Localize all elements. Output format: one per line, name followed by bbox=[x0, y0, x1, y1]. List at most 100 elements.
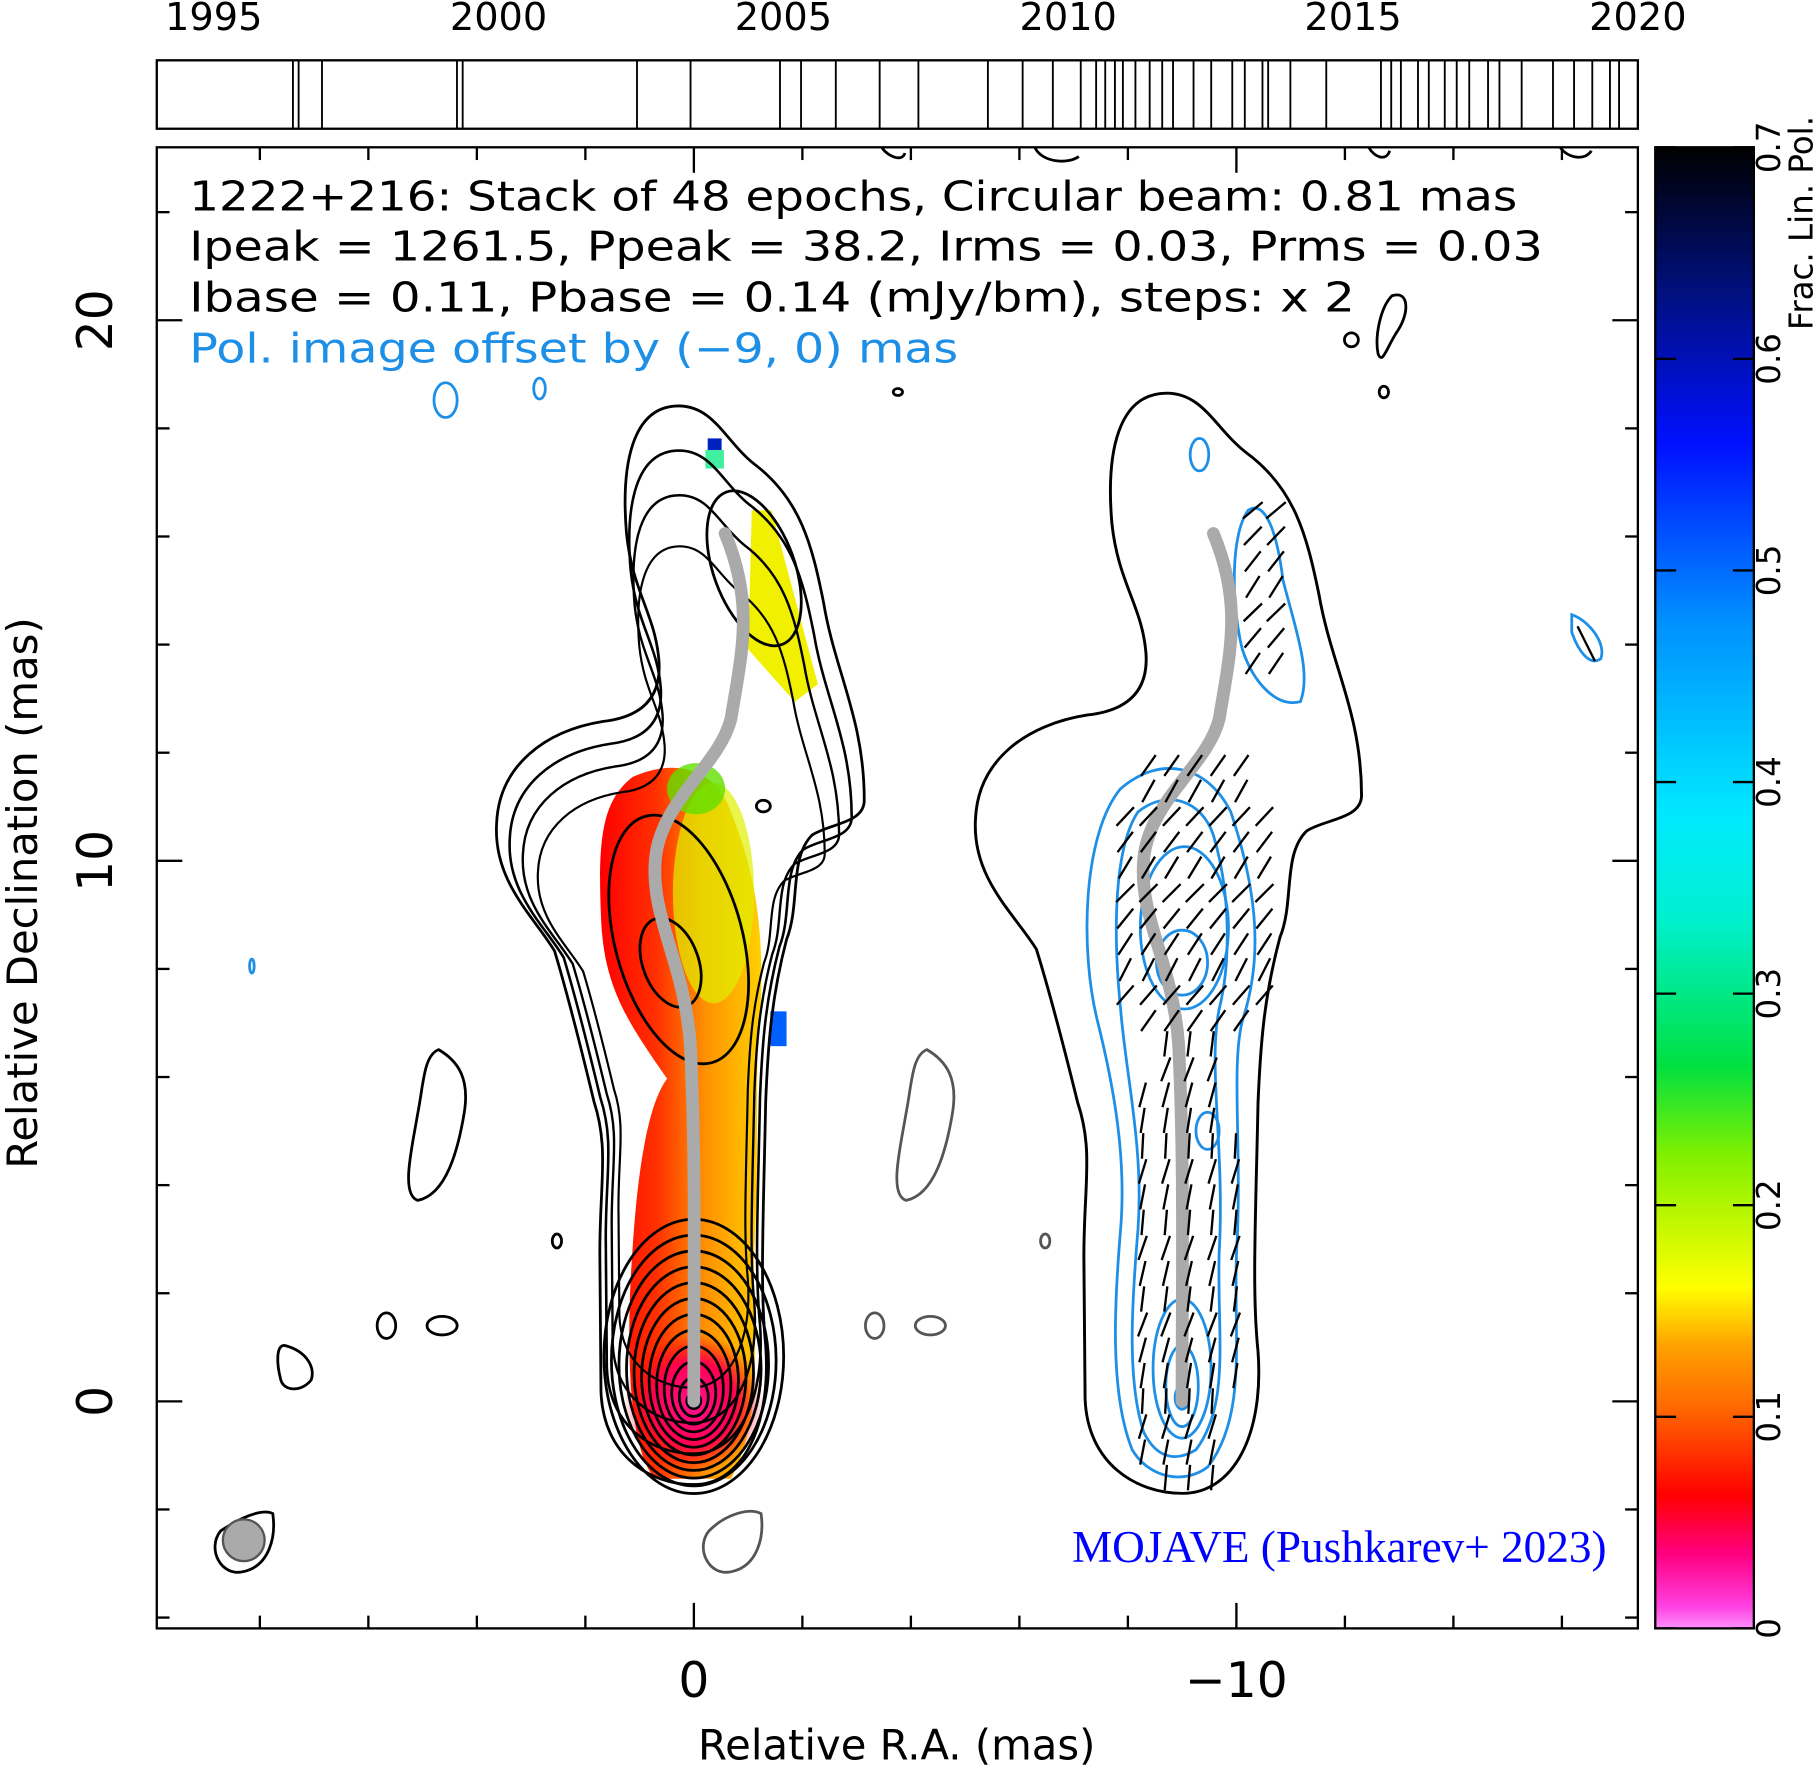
evpa-stick bbox=[1187, 779, 1203, 803]
evpa-stick bbox=[1116, 907, 1135, 930]
evpa-stick bbox=[1186, 1209, 1192, 1236]
colorbar-label: Frac. Lin. Pol. bbox=[1783, 116, 1819, 330]
evpa-stick bbox=[1255, 831, 1274, 853]
evpa-stick bbox=[1245, 575, 1261, 599]
colorbar-tick-label: 0.2 bbox=[1750, 1179, 1788, 1231]
evpa-stick bbox=[1186, 1286, 1192, 1312]
evpa-stick bbox=[1139, 831, 1158, 853]
evpa-stick bbox=[1140, 1209, 1145, 1236]
evpa-stick bbox=[1160, 1414, 1171, 1440]
evpa-stick bbox=[1232, 831, 1250, 853]
evpa-stick bbox=[1255, 984, 1274, 1006]
evpa-stick bbox=[1208, 1439, 1216, 1465]
y-tick-label: 0 bbox=[68, 1386, 124, 1417]
evpa-stick bbox=[1242, 602, 1263, 623]
pol-image bbox=[705, 450, 724, 469]
evpa-stick bbox=[1232, 754, 1250, 777]
evpa-stick bbox=[1206, 1057, 1218, 1082]
evpa-stick bbox=[1185, 984, 1205, 1006]
evpa-stick bbox=[1185, 1184, 1193, 1210]
evpa-stick bbox=[1231, 806, 1251, 827]
evpa-stick bbox=[1163, 1209, 1169, 1236]
evpa-stick bbox=[1161, 883, 1182, 903]
evpa-stick bbox=[1209, 1107, 1216, 1134]
evpa-stick bbox=[1209, 1209, 1215, 1236]
evpa-stick bbox=[1116, 831, 1134, 853]
evpa-stick bbox=[1138, 1337, 1148, 1363]
timeline-tick-label: 2010 bbox=[1020, 0, 1117, 40]
evpa-stick bbox=[1139, 984, 1158, 1006]
evpa-stick bbox=[1162, 1107, 1169, 1134]
contour bbox=[248, 957, 256, 975]
timeline-frame bbox=[155, 59, 1640, 130]
evpa-stick bbox=[1186, 754, 1204, 777]
evpa-stick bbox=[1266, 602, 1286, 623]
evpa-stick bbox=[1163, 754, 1180, 777]
evpa-stick bbox=[1209, 754, 1227, 777]
evpa-stick bbox=[1163, 1388, 1168, 1414]
contour bbox=[550, 1232, 563, 1250]
evpa-stick bbox=[1210, 1388, 1215, 1414]
evpa-stick bbox=[1185, 907, 1204, 930]
timeline-tick-label: 2015 bbox=[1304, 0, 1401, 40]
evpa-stick bbox=[1186, 1031, 1192, 1057]
timeline-tick-label: 1995 bbox=[165, 0, 262, 40]
evpa-stick bbox=[1184, 1158, 1194, 1184]
evpa-stick bbox=[1233, 1209, 1238, 1236]
evpa-stick bbox=[1231, 883, 1252, 903]
contour bbox=[1039, 1232, 1052, 1250]
evpa-stick bbox=[1141, 957, 1156, 982]
contours bbox=[213, 147, 1593, 1574]
evpa-stick bbox=[1183, 1057, 1195, 1082]
evpa-stick bbox=[1234, 779, 1249, 803]
contour bbox=[532, 376, 547, 401]
x-tick-label: −10 bbox=[1185, 1653, 1288, 1709]
evpa-stick bbox=[1206, 1235, 1218, 1261]
evpa-stick bbox=[1207, 1158, 1218, 1184]
pol-panel bbox=[702, 391, 1364, 1574]
evpa-stick bbox=[1268, 575, 1284, 599]
evpa-stick bbox=[1230, 1337, 1240, 1363]
evpa-stick bbox=[1186, 1009, 1204, 1032]
evpa-stick bbox=[1117, 932, 1134, 956]
evpa-stick bbox=[1141, 779, 1156, 803]
evpa-stick bbox=[1187, 1133, 1191, 1159]
evpa-stick bbox=[1163, 932, 1180, 956]
pol-image bbox=[672, 782, 755, 1004]
contour bbox=[880, 147, 907, 160]
evpa-stick bbox=[1242, 501, 1264, 520]
contour bbox=[495, 404, 866, 1486]
evpa-stick bbox=[1185, 1439, 1193, 1465]
evpa-stick bbox=[1183, 1235, 1195, 1261]
evpa-stick bbox=[1163, 1286, 1169, 1312]
evpa-stick bbox=[1185, 1107, 1193, 1134]
evpa-stick bbox=[1229, 1312, 1242, 1337]
evpa-stick bbox=[1185, 1362, 1193, 1389]
evpa-stick bbox=[1117, 856, 1133, 880]
colorbar-frame bbox=[1654, 146, 1756, 1630]
evpa-stick bbox=[1244, 652, 1261, 675]
evpa-stick bbox=[1140, 1009, 1157, 1032]
evpa-stick bbox=[1184, 1082, 1194, 1108]
evpa-stick bbox=[1208, 1184, 1216, 1210]
evpa-stick bbox=[1162, 1184, 1170, 1210]
pol-image bbox=[770, 1011, 787, 1047]
evpa-stick bbox=[1211, 957, 1225, 982]
evpa-stick bbox=[1209, 1009, 1227, 1032]
evpa-stick bbox=[1207, 1082, 1217, 1108]
evpa-stick bbox=[1210, 1133, 1215, 1159]
plot-frame bbox=[155, 146, 1640, 1630]
evpa-stick bbox=[1233, 1133, 1238, 1159]
contour bbox=[705, 489, 803, 648]
evpa-stick bbox=[1140, 1388, 1145, 1414]
evpa-stick bbox=[1137, 1235, 1148, 1261]
contour bbox=[375, 1311, 398, 1340]
evpa-stick bbox=[1234, 957, 1249, 982]
evpa-stick bbox=[1162, 1439, 1170, 1465]
evpa-stick bbox=[1232, 1362, 1239, 1389]
evpa-stick bbox=[1256, 932, 1273, 956]
evpa-stick bbox=[1139, 1107, 1146, 1134]
colorbar-tick-label: 0.5 bbox=[1750, 545, 1788, 597]
evpa-stick bbox=[1139, 1184, 1147, 1210]
evpa-stick bbox=[1209, 1362, 1216, 1389]
